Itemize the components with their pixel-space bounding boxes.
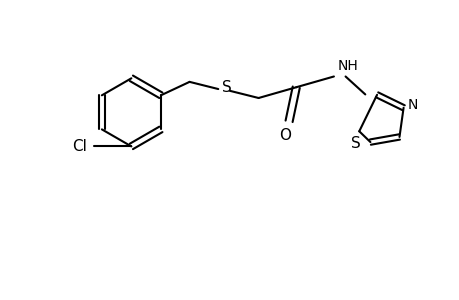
Text: Cl: Cl: [73, 139, 87, 154]
Text: N: N: [406, 98, 417, 112]
Text: S: S: [350, 136, 360, 151]
Text: O: O: [279, 128, 291, 143]
Text: S: S: [221, 80, 231, 95]
Text: NH: NH: [337, 59, 358, 73]
